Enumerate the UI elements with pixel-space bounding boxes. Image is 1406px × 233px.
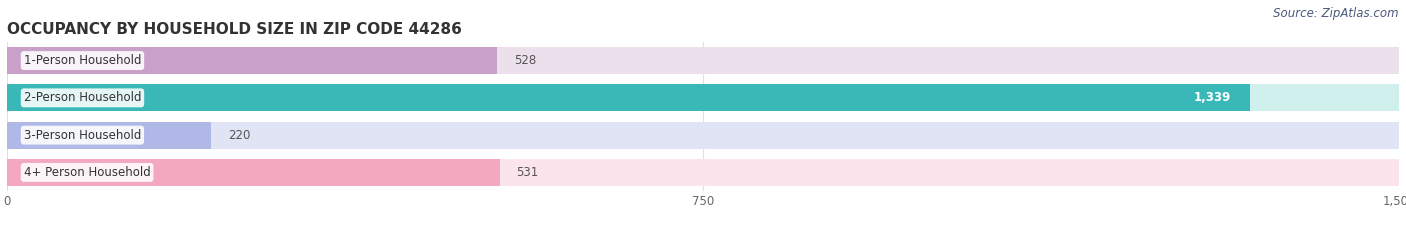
Text: OCCUPANCY BY HOUSEHOLD SIZE IN ZIP CODE 44286: OCCUPANCY BY HOUSEHOLD SIZE IN ZIP CODE … [7,22,463,37]
Bar [7,159,499,186]
Text: 4+ Person Household: 4+ Person Household [24,166,150,179]
Text: 1-Person Household: 1-Person Household [24,54,141,67]
Text: 531: 531 [516,166,538,179]
Text: 1,339: 1,339 [1194,91,1232,104]
Bar [7,84,1250,111]
Bar [7,47,1399,74]
Bar [7,84,1399,111]
Bar [7,159,1399,186]
Bar [7,122,1399,149]
Text: 2-Person Household: 2-Person Household [24,91,141,104]
Text: 528: 528 [513,54,536,67]
Text: Source: ZipAtlas.com: Source: ZipAtlas.com [1274,7,1399,20]
Bar [7,47,496,74]
Text: 220: 220 [228,129,250,142]
Bar [7,122,211,149]
Text: 3-Person Household: 3-Person Household [24,129,141,142]
